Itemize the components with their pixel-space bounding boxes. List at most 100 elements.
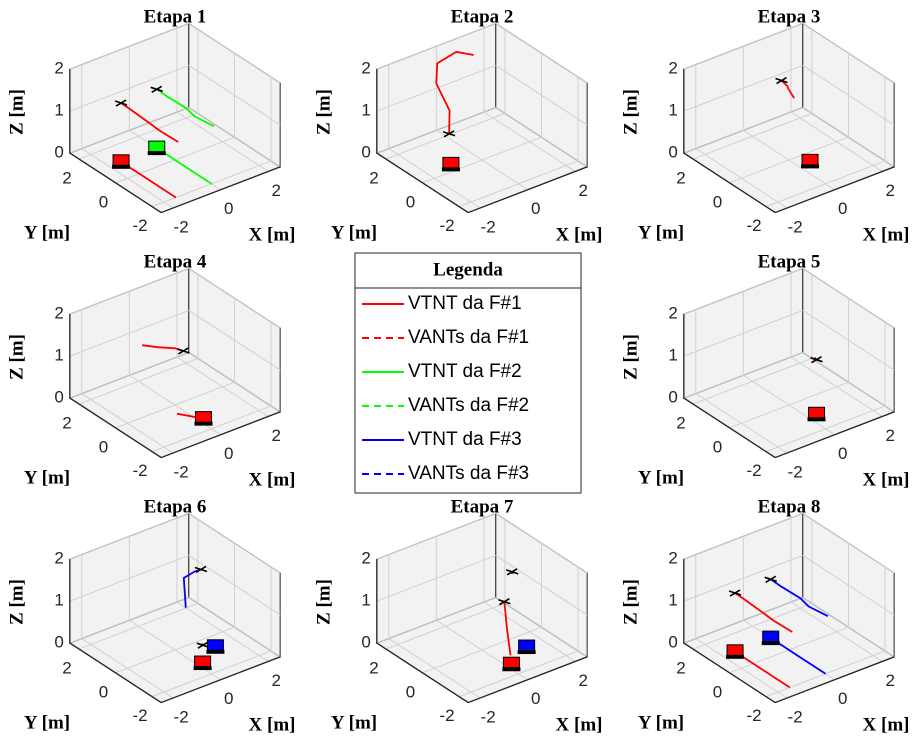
tick-label: 2	[668, 59, 677, 78]
y-axis-label: Y [m]	[24, 467, 70, 488]
vehicle-icon	[809, 407, 825, 418]
vehicle-icon	[113, 155, 129, 166]
y-axis-label: Y [m]	[24, 712, 70, 733]
tick-label: -2	[133, 461, 148, 480]
vehicle-wheels	[518, 650, 536, 654]
chart-title: Etapa 7	[451, 496, 514, 517]
tick-label: -2	[481, 707, 496, 726]
legend-label: VTNT da F#2	[408, 361, 522, 382]
z-axis-label: Z [m]	[620, 579, 641, 625]
chart-title: Etapa 8	[758, 496, 821, 517]
tick-label: 2	[272, 181, 281, 200]
legend-label: VANTs da F#1	[408, 327, 529, 348]
vehicle-icon	[503, 657, 519, 668]
tick-label: -2	[747, 706, 762, 725]
tick-label: -2	[788, 707, 803, 726]
chart-title: Etapa 2	[451, 6, 514, 27]
x-axis-label: X [m]	[249, 469, 296, 490]
tick-label: 0	[713, 437, 722, 456]
tick-label: 2	[676, 659, 685, 678]
tick-label: 0	[838, 444, 847, 463]
tick-label: 2	[272, 426, 281, 445]
vehicle-wheels	[808, 417, 826, 421]
tick-label: 0	[99, 192, 108, 211]
tick-label: -2	[174, 462, 189, 481]
tick-label: 2	[676, 414, 685, 433]
vehicle-icon	[207, 640, 223, 651]
y-axis-label: Y [m]	[24, 222, 70, 243]
tick-label: -2	[440, 216, 455, 235]
vehicle-wheels	[148, 151, 166, 155]
tick-label: 2	[668, 304, 677, 323]
tick-label: 2	[361, 549, 370, 568]
tick-label: 0	[99, 437, 108, 456]
y-axis-label: Y [m]	[638, 467, 684, 488]
tick-label: 0	[668, 388, 677, 407]
tick-label: 0	[54, 633, 63, 652]
tick-label: 2	[369, 659, 378, 678]
x-axis-label: X [m]	[863, 714, 910, 735]
tick-label: 2	[579, 671, 588, 690]
tick-label: 2	[54, 549, 63, 568]
tick-label: 0	[224, 199, 233, 218]
chart-title: Etapa 5	[758, 251, 821, 272]
tick-label: 2	[886, 671, 895, 690]
vehicle-wheels	[726, 655, 744, 659]
vehicle-icon	[196, 412, 212, 423]
vehicle-icon	[802, 154, 818, 165]
tick-label: 2	[886, 426, 895, 445]
tick-label: 0	[668, 143, 677, 162]
tick-label: -2	[788, 217, 803, 236]
vehicle-icon	[727, 645, 743, 656]
tick-label: 2	[62, 659, 71, 678]
tick-label: 2	[676, 169, 685, 188]
x-axis-label: X [m]	[556, 714, 603, 735]
vehicle-wheels	[502, 667, 520, 671]
z-axis-label: Z [m]	[620, 89, 641, 135]
x-axis-label: X [m]	[863, 224, 910, 245]
vehicle-wheels	[194, 666, 212, 670]
x-axis-label: X [m]	[249, 714, 296, 735]
tick-label: -2	[133, 706, 148, 725]
tick-label: 0	[838, 199, 847, 218]
legend-title: Legenda	[433, 259, 503, 280]
tick-label: -2	[481, 217, 496, 236]
tick-label: 2	[62, 169, 71, 188]
x-axis-label: X [m]	[556, 224, 603, 245]
z-axis-label: Z [m]	[620, 334, 641, 380]
tick-label: -2	[747, 461, 762, 480]
tick-label: 1	[668, 101, 677, 120]
tick-label: 2	[54, 304, 63, 323]
tick-label: 2	[272, 671, 281, 690]
tick-label: 0	[713, 682, 722, 701]
vehicle-icon	[763, 631, 779, 642]
vehicle-wheels	[112, 165, 130, 169]
tick-label: 0	[713, 192, 722, 211]
z-axis-label: Z [m]	[6, 579, 27, 625]
chart-title: Etapa 6	[144, 496, 207, 517]
legend-label: VANTs da F#3	[408, 463, 529, 484]
chart-title: Etapa 4	[144, 251, 207, 272]
tick-label: 1	[361, 591, 370, 610]
vehicle-wheels	[762, 641, 780, 645]
tick-label: 2	[886, 181, 895, 200]
vehicle-wheels	[195, 422, 213, 426]
tick-label: 1	[54, 101, 63, 120]
tick-label: 0	[531, 689, 540, 708]
tick-label: 0	[668, 633, 677, 652]
tick-label: 2	[54, 59, 63, 78]
tick-label: -2	[440, 706, 455, 725]
tick-label: 1	[361, 101, 370, 120]
vehicle-icon	[443, 157, 459, 168]
tick-label: 0	[531, 199, 540, 218]
chart-title: Etapa 1	[144, 6, 207, 27]
legend-label: VANTs da F#2	[408, 395, 529, 416]
tick-label: 0	[406, 682, 415, 701]
